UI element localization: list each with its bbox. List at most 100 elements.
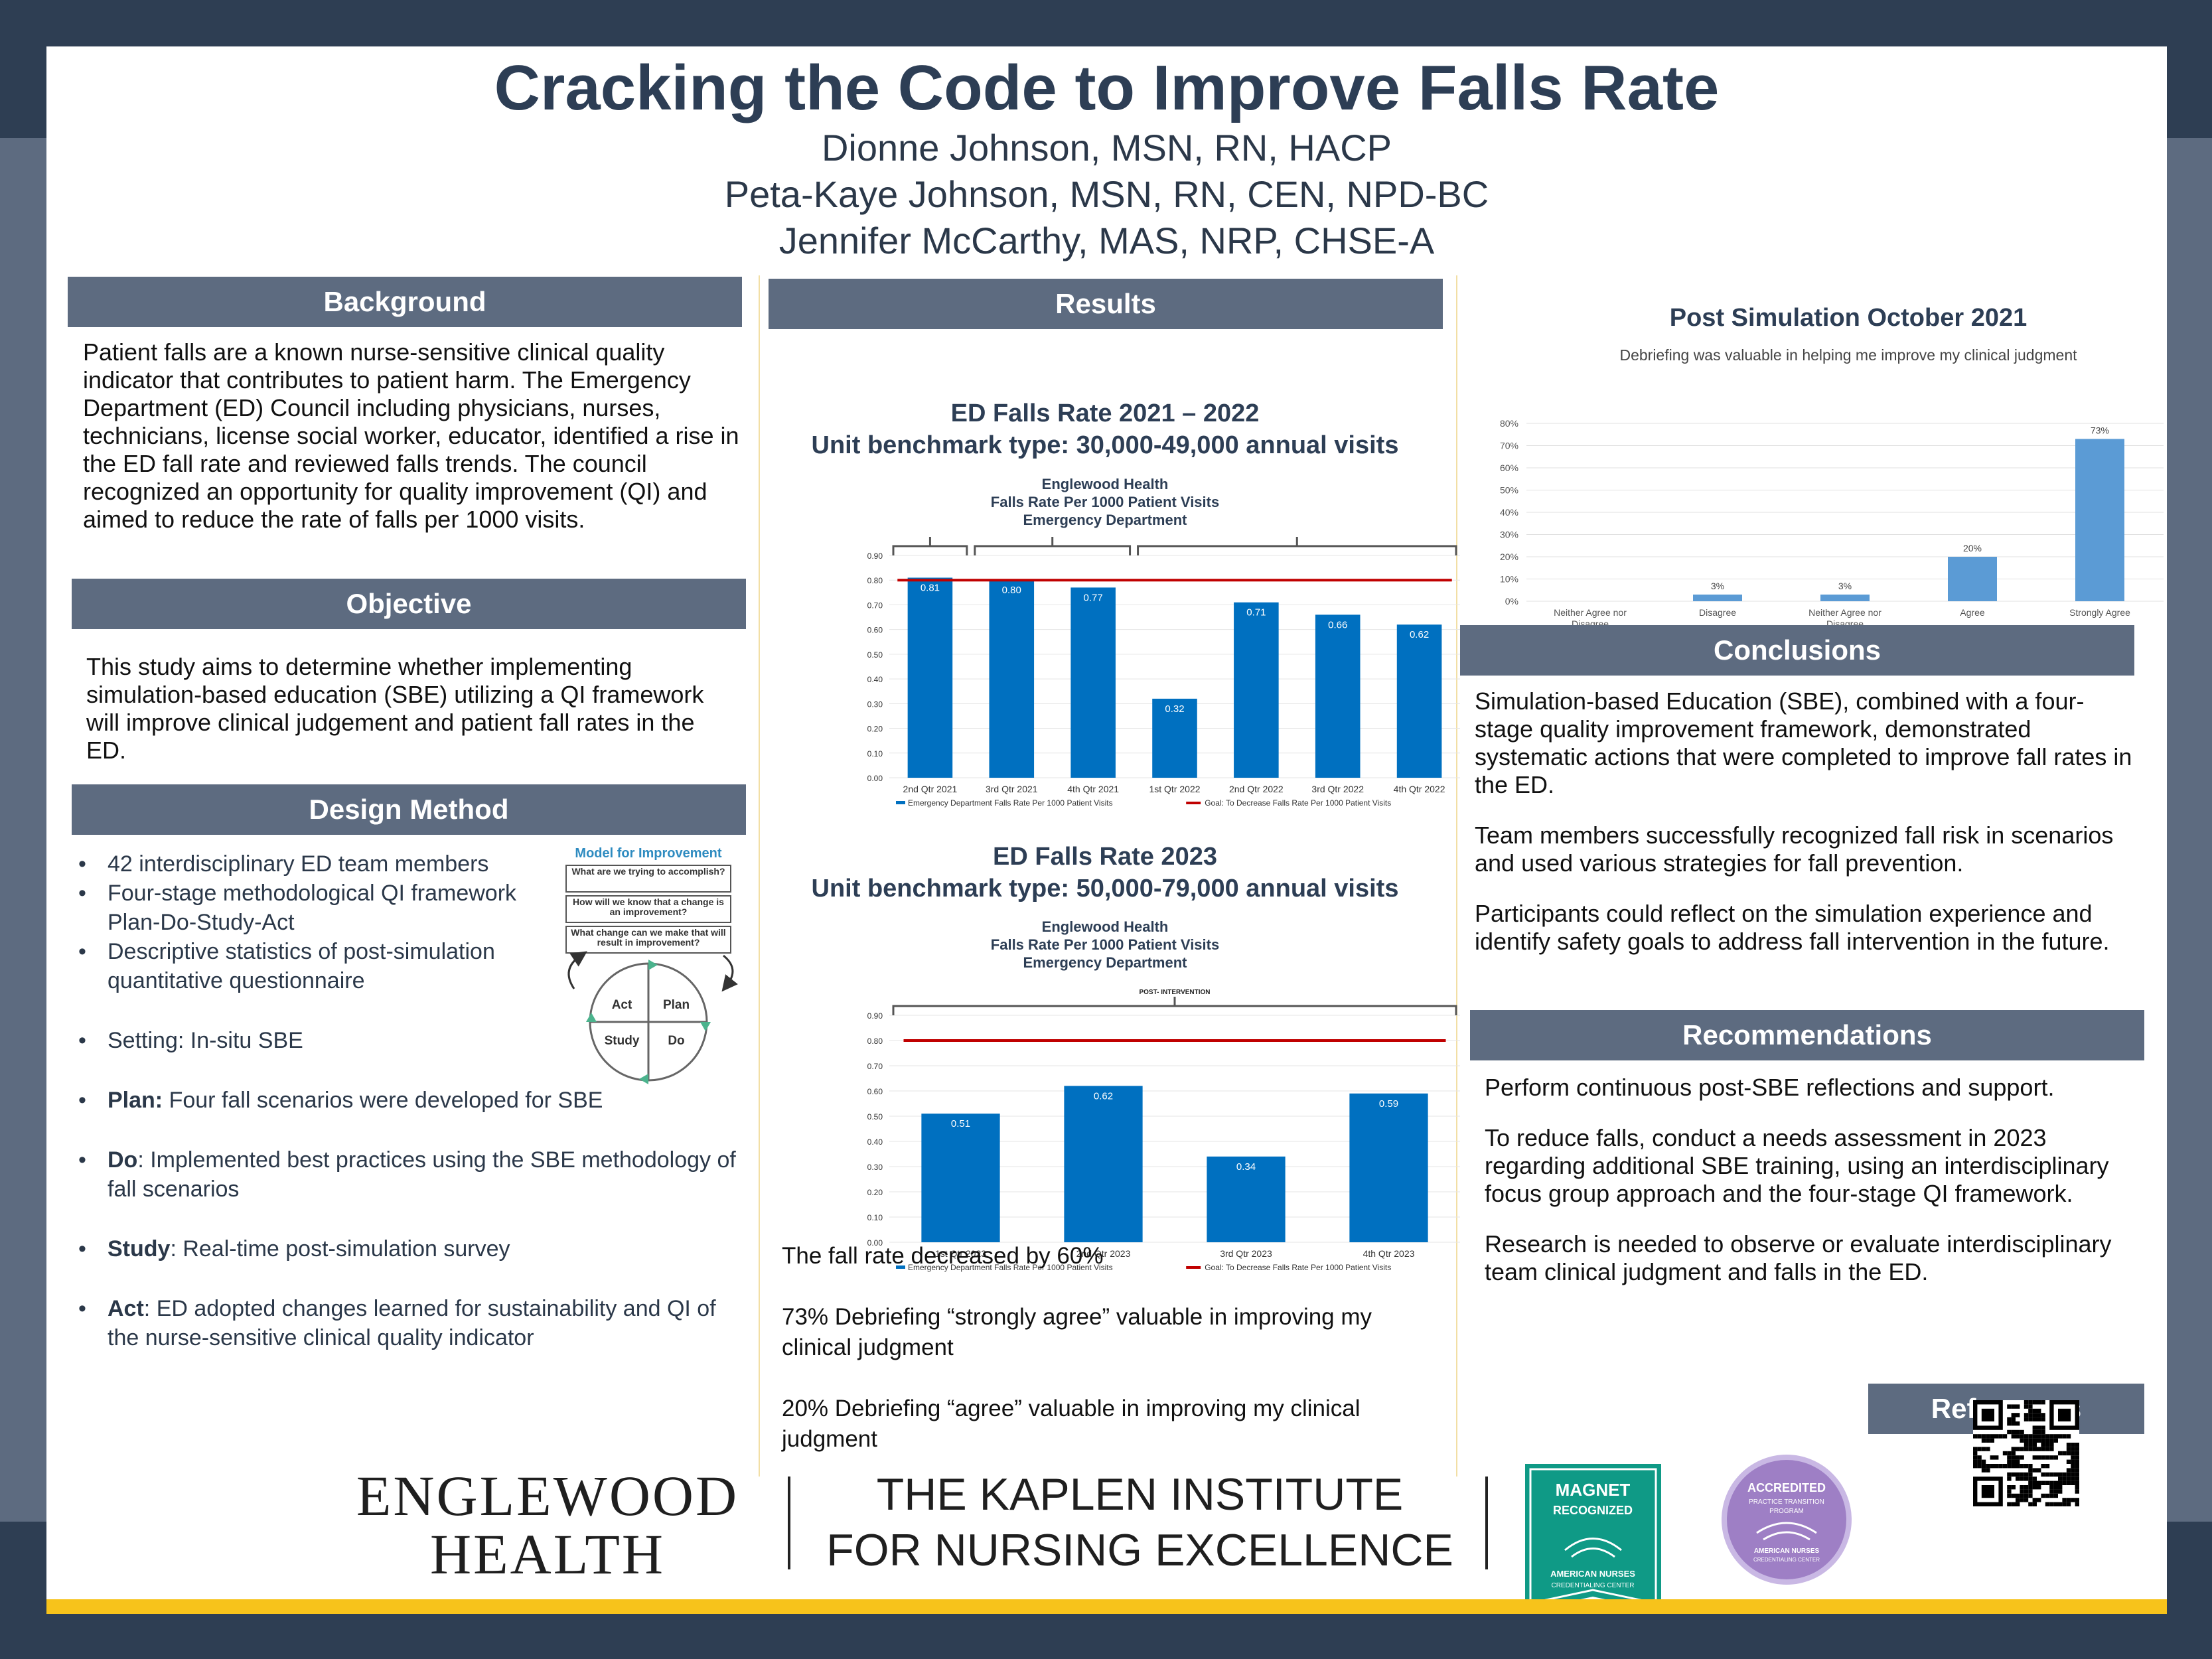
design-list-bottom: Setting: In-situ SBE Plan: Four fall sce… [78,1026,742,1352]
chart2-bar-label: 0.62 [1094,1090,1113,1102]
chart1-phase-bracket [974,545,1132,555]
ptap-practice: PRACTICE TRANSITION [1749,1498,1824,1506]
act-label: Act [108,1296,144,1321]
falls-rate-chart-2021-2022: 0.00 0.10 0.20 0.30 0.40 0.50 0.60 0.70 0.80 0.90… [867,534,1460,808]
survey-bar-label: 3% [1711,581,1724,591]
chart2-y-tick: 0.30 [867,1163,883,1172]
author-2: Peta-Kaye Johnson, MSN, RN, CEN, NPD-BC [724,173,1489,215]
recognized-text: RECOGNIZED [1553,1504,1633,1517]
magnet-text: MAGNET [1556,1480,1631,1500]
chart1-bar-label: 0.77 [1084,592,1103,603]
chart1-bar-label: 0.81 [921,583,940,594]
chart1-x-tick: 2nd Qtr 2022 [1229,784,1284,794]
survey-chart-title: Post Simulation October 2021 [1669,304,2028,332]
conclusion-3: Participants could reflect on the simula… [1475,900,2110,955]
survey-y-tick: 40% [1500,507,1518,518]
design-bullet-act: Act: ED adopted changes learned for sust… [78,1294,742,1352]
chart1-benchmark: Unit benchmark type: 30,000-49,000 annua… [811,431,1399,459]
chart1-bar [1315,614,1361,778]
chart1-legend-series: Emergency Department Falls Rate Per 1000… [908,798,1113,808]
chart1-bar [1396,624,1442,778]
chart1-bar-label: 0.32 [1165,703,1184,715]
survey-bar-label: 20% [1963,543,1982,553]
recommendations-text: Perform continuous post-SBE reflections … [1485,1074,2138,1286]
englewood-health-logo: ENGLEWOOD HEALTH [348,1467,747,1583]
survey-bar [2075,439,2124,601]
conclusions-heading: Conclusions [1460,625,2134,676]
column-divider-1 [759,275,760,1477]
ptap-org-1: AMERICAN NURSES [1754,1548,1820,1555]
ptap-accredited: ACCREDITED [1747,1481,1826,1494]
conclusions-text: Simulation-based Education (SBE), combin… [1475,687,2135,956]
model-arrow-right [721,954,738,992]
chart2-phase-label: POST- INTERVENTION [1139,989,1210,996]
chart2-x-tick: 2nd Qtr 2023 [1076,1248,1131,1259]
model-box-3 [565,926,731,954]
ptap-org-2: CREDENTIALING CENTER [1753,1557,1820,1563]
footer-yellow-bar [46,1599,2167,1614]
model-title: Model for Improvement [575,846,721,861]
chart2-y-tick: 0.80 [867,1037,883,1046]
chart2-y-tick: 0.70 [867,1062,883,1071]
magnet-org-2: CREDENTIALING CENTER [1551,1582,1634,1589]
chart1-bar-label: 0.62 [1410,629,1429,640]
logo-separator-1 [788,1477,790,1569]
chart1-x-tick: 4th Qtr 2022 [1394,784,1445,794]
chart1-bar [1152,698,1197,778]
chart2-subtitle2: Emergency Department [1023,954,1187,971]
column-divider-2 [1456,275,1457,1477]
chart1-y-tick: 0.30 [867,699,883,709]
survey-y-tick: 0% [1505,596,1518,607]
chart2-benchmark: Unit benchmark type: 50,000-79,000 annua… [811,875,1399,902]
magnet-recognized-badge: MAGNET RECOGNIZED AMERICAN NURSES CREDEN… [1525,1464,1661,1611]
plan-label: Plan: [108,1088,163,1113]
poster-title: Cracking the Code to Improve Falls Rate [494,52,1720,123]
chart1-y-tick: 0.10 [867,749,883,758]
recommendation-2: To reduce falls, conduct a needs assessm… [1485,1124,2109,1207]
design-list-top: 42 interdisciplinary ED team members Fou… [78,849,543,995]
chart1-y-tick: 0.70 [867,601,883,610]
chart1-y-tick: 0.60 [867,626,883,635]
chart1-phase-label: INTERVENTION [1028,534,1077,536]
chart2-phase-bracket [892,1005,1457,1015]
design-bullet-statistics: Descriptive statistics of post-simulatio… [78,937,543,995]
design-method-heading: Design Method [72,784,746,835]
pdsa-study: Study [605,1034,640,1048]
right-band [2167,138,2212,1522]
survey-x-tick: Neither Agree nor [1554,607,1627,618]
survey-bar-label: 3% [1838,581,1852,591]
logo-separator-2 [1485,1477,1488,1569]
recommendation-3: Research is needed to observe or evaluat… [1485,1230,2112,1285]
conclusion-2: Team members successfully recognized fal… [1475,822,2114,877]
survey-chart-subtitle: Debriefing was valuable in helping me im… [1619,346,2077,364]
survey-bar [1820,594,1870,601]
chart1-x-tick: 3rd Qtr 2022 [1311,784,1364,794]
chart2-y-tick: 0.90 [867,1011,883,1021]
chart1-phase-bracket [1137,545,1457,555]
qr-code-icon[interactable] [1973,1400,2079,1506]
survey-bar [1948,557,1997,601]
chart1-y-tick: 0.80 [867,576,883,585]
model-question-1: What are we trying to accomplish? [571,867,725,877]
left-band [0,138,46,1522]
survey-x-tick: Agree [1960,607,1985,618]
survey-x-tick: Neither Agree nor [1808,607,1881,618]
chart1-y-tick: 0.00 [867,774,883,783]
design-bullet-team: 42 interdisciplinary ED team members [78,849,543,879]
do-label: Do [108,1147,138,1173]
survey-y-tick: 30% [1500,530,1518,540]
design-bullet-setting: Setting: In-situ SBE [78,1026,742,1055]
chart1-x-tick: 1st Qtr 2022 [1149,784,1200,794]
chart2-y-tick: 0.40 [867,1137,883,1147]
chart1-bar [907,577,953,778]
model-question-3: What change can we make that will result… [571,928,726,948]
chart2-heading: ED Falls Rate 2023 [993,843,1217,871]
chart2-x-tick: 4th Qtr 2023 [1363,1248,1415,1259]
plan-text: Four fall scenarios were developed for S… [163,1088,603,1113]
recommendation-1: Perform continuous post-SBE reflections … [1485,1074,2055,1101]
chart1-bar [1070,587,1116,778]
chart1-heading: ED Falls Rate 2021 – 2022 [950,399,1260,427]
chart2-bar-label: 0.34 [1236,1161,1256,1173]
ptap-program: PROGRAM [1769,1508,1804,1515]
do-text: : Implemented best practices using the S… [108,1147,736,1202]
